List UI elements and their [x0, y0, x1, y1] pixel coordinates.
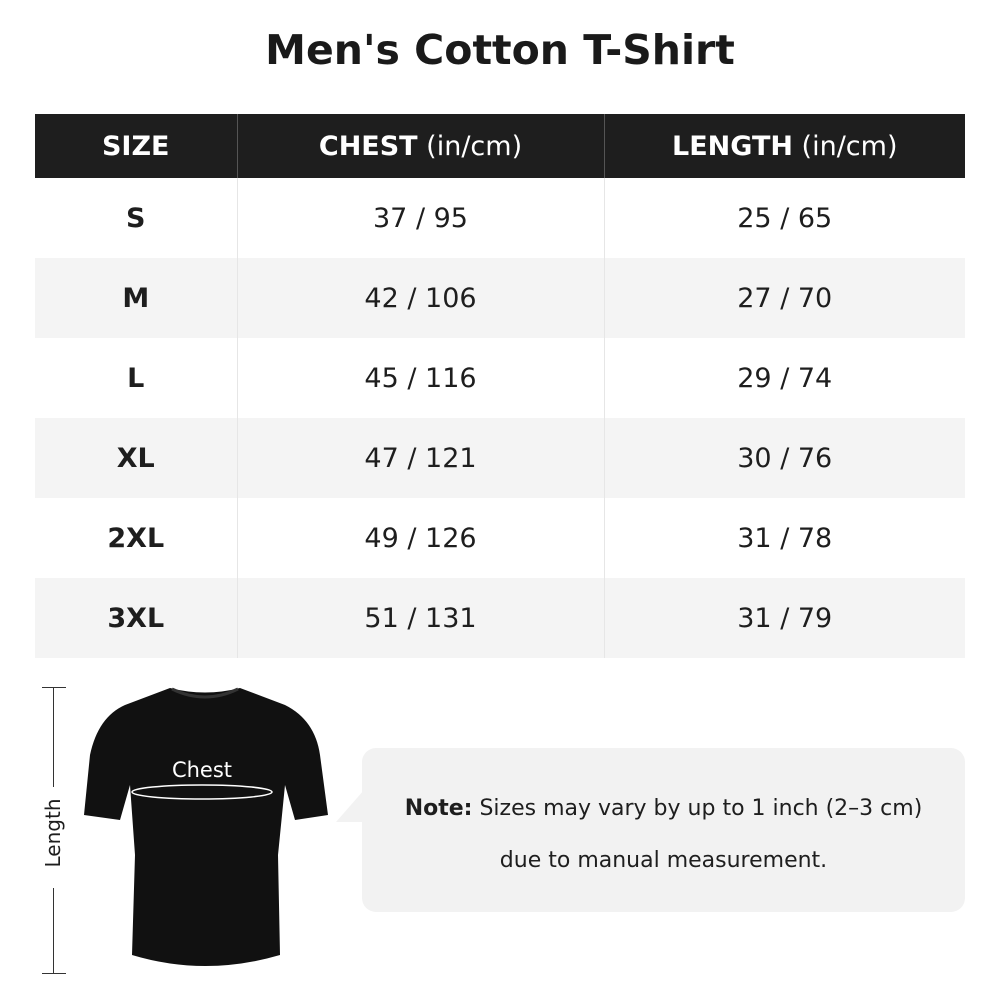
- length-line-top: [53, 687, 54, 787]
- cell-size: S: [126, 202, 146, 234]
- note-line-1: Note: Sizes may vary by up to 1 inch (2–…: [362, 796, 965, 821]
- cell-length: 31 / 78: [603, 498, 965, 578]
- header-chest: CHEST (in/cm): [236, 114, 604, 178]
- header-text: LENGTH: [672, 130, 793, 162]
- cell-size: 2XL: [107, 522, 165, 554]
- length-line-bottom: [53, 888, 54, 974]
- cell-length: 27 / 70: [603, 258, 965, 338]
- cell-chest: 45 / 116: [236, 338, 604, 418]
- cell-length: 25 / 65: [603, 178, 965, 258]
- cell-length: 30 / 76: [603, 418, 965, 498]
- chest-measure-loop: [131, 784, 273, 800]
- cell-size: M: [35, 258, 237, 338]
- cell-size: L: [127, 362, 145, 394]
- cell-chest: 49 / 126: [236, 498, 604, 578]
- note-text: Sizes may vary by up to 1 inch (2–3 cm): [472, 796, 923, 821]
- note-box: Note: Sizes may vary by up to 1 inch (2–…: [362, 748, 965, 912]
- header-text: SIZE: [101, 130, 170, 162]
- table-row: 2XL 49 / 126 31 / 78: [35, 498, 965, 578]
- size-chart-table: SIZE CHEST (in/cm) LENGTH (in/cm) S 37 / …: [35, 114, 965, 658]
- cell-chest: 42 / 106: [236, 258, 604, 338]
- tshirt-shape: [84, 688, 328, 966]
- header-unit: (in/cm): [417, 130, 523, 162]
- table-row: S 37 / 95 25 / 65: [35, 178, 965, 258]
- header-size: SIZE: [35, 114, 237, 178]
- chest-label: Chest: [172, 758, 232, 782]
- cell-size: XL: [35, 418, 237, 498]
- header-unit: (in/cm): [792, 130, 898, 162]
- collar: [171, 687, 239, 699]
- table-row: M 42 / 106 27 / 70: [35, 258, 965, 338]
- cell-length: 29 / 74: [603, 338, 965, 418]
- tshirt-illustration: Chest: [84, 687, 328, 966]
- length-tick-top: [42, 687, 66, 688]
- cell-chest: 37 / 95: [236, 178, 604, 258]
- note-pointer: [336, 790, 364, 822]
- header-text: CHEST: [318, 130, 418, 162]
- cell-chest: 51 / 131: [236, 578, 604, 658]
- cell-size: 3XL: [35, 578, 237, 658]
- table-header-row: SIZE CHEST (in/cm) LENGTH (in/cm): [35, 114, 965, 178]
- cell-length: 31 / 79: [603, 578, 965, 658]
- header-length: LENGTH (in/cm): [603, 114, 965, 178]
- note-label: Note:: [404, 796, 473, 821]
- length-label: Length: [41, 798, 65, 868]
- cell-chest: 47 / 121: [236, 418, 604, 498]
- table-row: XL 47 / 121 30 / 76: [35, 418, 965, 498]
- table-row: L 45 / 116 29 / 74: [35, 338, 965, 418]
- note-line-2: due to manual measurement.: [499, 848, 828, 873]
- table-row: 3XL 51 / 131 31 / 79: [35, 578, 965, 658]
- length-tick-bottom: [42, 973, 66, 974]
- page-title: Men's Cotton T-Shirt: [265, 26, 735, 74]
